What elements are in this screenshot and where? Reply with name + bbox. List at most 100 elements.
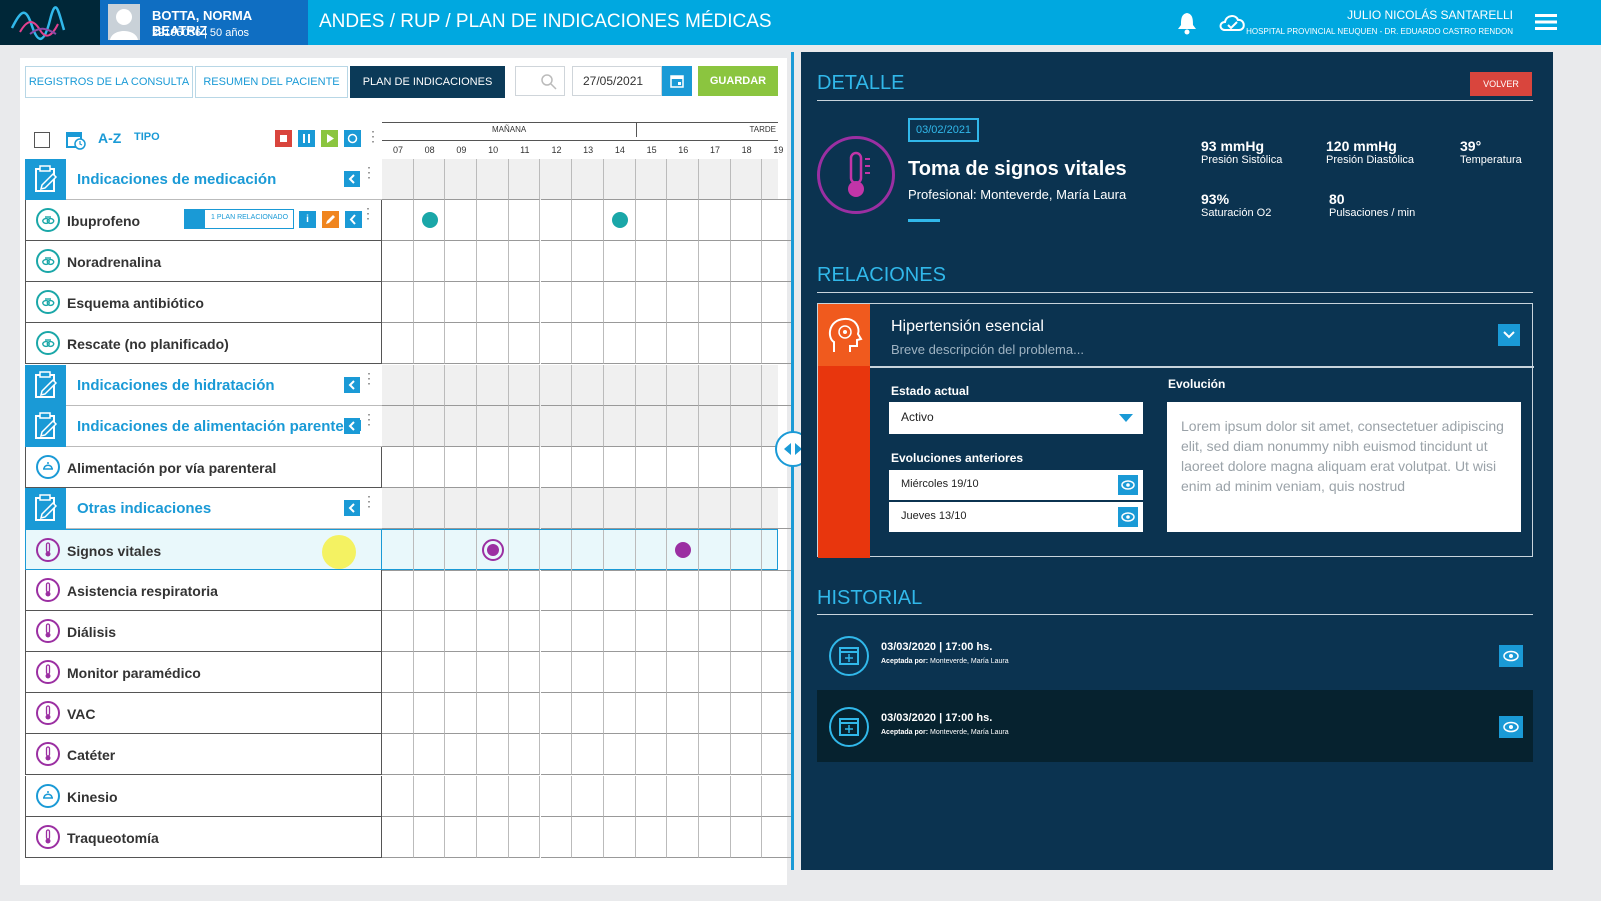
tab-resumen[interactable]: RESUMEN DEL PACIENTE xyxy=(195,66,348,98)
row-label-cell[interactable]: Indicaciones de alimentación parenteral ⋮ xyxy=(25,405,382,447)
schedule-cell[interactable] xyxy=(413,529,446,571)
schedule-cell[interactable] xyxy=(508,611,541,653)
schedule-cell[interactable] xyxy=(635,241,668,283)
schedule-cell[interactable] xyxy=(382,405,414,447)
search-input[interactable] xyxy=(515,66,565,96)
schedule-cell[interactable] xyxy=(445,282,478,324)
item-dialisis[interactable]: Diálisis xyxy=(25,611,795,653)
schedule-cell[interactable] xyxy=(508,816,541,858)
schedule-cell[interactable] xyxy=(603,200,636,242)
schedule-cell[interactable] xyxy=(413,487,446,529)
schedule-cell[interactable] xyxy=(603,487,636,529)
user-info[interactable]: JULIO NICOLÁS SANTARELLI HOSPITAL PROVIN… xyxy=(1246,8,1513,36)
schedule-cell[interactable] xyxy=(477,816,509,858)
schedule-cell[interactable] xyxy=(699,529,731,571)
schedule-cell[interactable] xyxy=(508,282,541,324)
more-options-icon[interactable]: ⋮ xyxy=(362,164,376,180)
schedule-cell[interactable] xyxy=(635,775,668,817)
schedule-cell[interactable] xyxy=(540,487,573,529)
schedule-cell[interactable] xyxy=(445,405,478,447)
back-button[interactable]: VOLVER xyxy=(1470,72,1532,96)
schedule-cell[interactable] xyxy=(730,159,763,200)
scheduled-dose-marker[interactable] xyxy=(611,212,628,229)
schedule-cell[interactable] xyxy=(572,734,604,776)
schedule-cell[interactable] xyxy=(508,364,541,406)
schedule-cell[interactable] xyxy=(540,364,573,406)
schedule-cell[interactable] xyxy=(667,364,699,406)
schedule-cell[interactable] xyxy=(730,775,763,817)
bell-icon[interactable] xyxy=(1176,11,1198,40)
more-options-icon[interactable]: ⋮ xyxy=(362,410,376,427)
row-label-cell[interactable]: Indicaciones de medicación ⋮ xyxy=(25,159,382,200)
schedule-cell[interactable] xyxy=(413,159,446,200)
schedule-cell[interactable] xyxy=(603,611,636,653)
schedule-cell[interactable] xyxy=(730,487,763,529)
schedule-cell[interactable] xyxy=(382,816,414,858)
row-label-cell[interactable]: Otras indicaciones ⋮ xyxy=(25,487,382,529)
schedule-cell[interactable] xyxy=(477,693,509,735)
schedule-cell[interactable] xyxy=(603,775,636,817)
state-select[interactable]: Activo xyxy=(889,402,1143,434)
schedule-cell[interactable] xyxy=(635,159,668,200)
schedule-cell[interactable] xyxy=(762,364,795,406)
schedule-cell[interactable] xyxy=(572,775,604,817)
schedule-cell[interactable] xyxy=(540,446,573,488)
schedule-cell[interactable] xyxy=(635,282,668,324)
schedule-cell[interactable] xyxy=(382,611,414,653)
schedule-cell[interactable] xyxy=(413,241,446,283)
schedule-cell[interactable] xyxy=(635,570,668,611)
schedule-cell[interactable] xyxy=(603,570,636,611)
schedule-grid[interactable] xyxy=(382,528,795,571)
schedule-cell[interactable] xyxy=(572,446,604,488)
schedule-cell[interactable] xyxy=(445,529,478,571)
schedule-cell[interactable] xyxy=(477,652,509,694)
schedule-cell[interactable] xyxy=(603,241,636,283)
schedule-cell[interactable] xyxy=(762,529,795,571)
schedule-cell[interactable] xyxy=(477,487,509,529)
schedule-cell[interactable] xyxy=(667,570,699,611)
tab-registros[interactable]: REGISTROS DE LA CONSULTA xyxy=(25,66,193,98)
schedule-cell[interactable] xyxy=(477,282,509,324)
schedule-grid[interactable] xyxy=(382,570,795,611)
schedule-cell[interactable] xyxy=(382,693,414,735)
schedule-cell[interactable] xyxy=(445,570,478,611)
schedule-cell[interactable] xyxy=(762,159,795,200)
select-all-checkbox[interactable] xyxy=(34,132,50,148)
schedule-cell[interactable] xyxy=(762,734,795,776)
schedule-grid[interactable] xyxy=(382,487,795,529)
schedule-cell[interactable] xyxy=(413,816,446,858)
eye-icon[interactable] xyxy=(1118,507,1138,527)
schedule-cell[interactable] xyxy=(540,200,573,242)
scheduled-dose-marker[interactable] xyxy=(482,538,504,561)
schedule-cell[interactable] xyxy=(730,241,763,283)
play-icon[interactable] xyxy=(321,130,338,147)
schedule-cell[interactable] xyxy=(699,364,731,406)
schedule-cell[interactable] xyxy=(635,816,668,858)
schedule-grid[interactable] xyxy=(382,446,795,488)
schedule-cell[interactable] xyxy=(445,611,478,653)
schedule-grid[interactable] xyxy=(382,241,795,283)
schedule-cell[interactable] xyxy=(635,611,668,653)
category-medicacion[interactable]: Indicaciones de medicación ⋮ xyxy=(25,159,795,200)
schedule-cell[interactable] xyxy=(572,323,604,365)
schedule-cell[interactable] xyxy=(730,282,763,324)
schedule-cell[interactable] xyxy=(603,652,636,694)
schedule-cell[interactable] xyxy=(445,446,478,488)
schedule-grid[interactable] xyxy=(382,282,795,324)
schedule-cell[interactable] xyxy=(699,734,731,776)
schedule-cell[interactable] xyxy=(477,734,509,776)
item-ibuprofeno[interactable]: Ibuprofeno 1 PLAN RELACIONADO i ⋮ xyxy=(25,200,795,242)
schedule-cell[interactable] xyxy=(508,570,541,611)
schedule-cell[interactable] xyxy=(445,775,478,817)
schedule-cell[interactable] xyxy=(635,693,668,735)
schedule-cell[interactable] xyxy=(730,693,763,735)
hamburger-menu-icon[interactable] xyxy=(1535,14,1557,35)
schedule-cell[interactable] xyxy=(413,652,446,694)
schedule-cell[interactable] xyxy=(540,611,573,653)
schedule-cell[interactable] xyxy=(699,446,731,488)
schedule-cell[interactable] xyxy=(508,405,541,447)
schedule-cell[interactable] xyxy=(572,693,604,735)
item-monitor[interactable]: Monitor paramédico xyxy=(25,652,795,694)
schedule-grid[interactable] xyxy=(382,200,795,242)
schedule-cell[interactable] xyxy=(603,529,636,571)
